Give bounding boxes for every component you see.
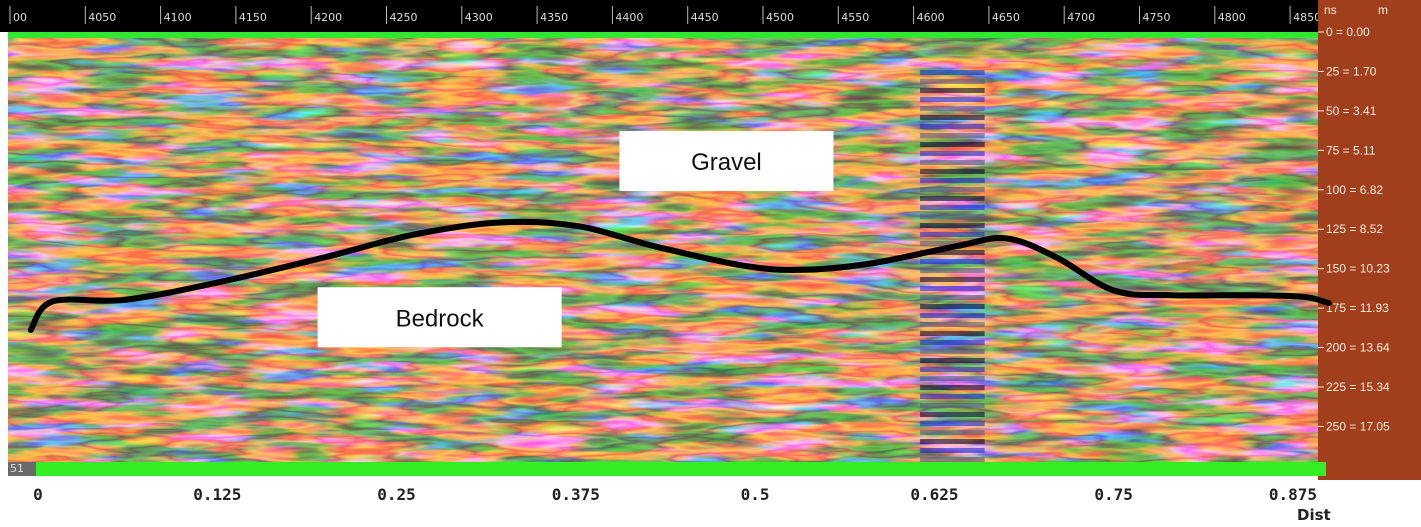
bottom-tick-label: 0.625 — [910, 485, 958, 504]
right-tick-label: 150 = 10.23 — [1326, 262, 1390, 276]
right-tick-label: 125 = 8.52 — [1326, 222, 1383, 236]
top-tick-label: 4600 — [917, 11, 945, 24]
bottom-marker-band — [36, 462, 1326, 476]
bottom-tick-label: 0.5 — [741, 485, 770, 504]
right-axis-panel — [1318, 0, 1421, 480]
top-tick-label: 4250 — [390, 11, 418, 24]
bottom-tick-label: 0.75 — [1094, 485, 1133, 504]
top-tick-label: 4100 — [164, 11, 192, 24]
surface-green-band — [8, 32, 1318, 38]
right-tick-label: 175 = 11.93 — [1326, 301, 1389, 315]
right-axis-ticks: 0 = 0.00 25 = 1.70 50 = 3.41 75 = 5.11 100 =… — [1318, 25, 1390, 433]
bottom-tick-label: 0.25 — [377, 485, 416, 504]
top-axis-ticks: 00 4050 4100 4150 4200 4250 4300 4350 4400 4450 45… — [9, 6, 1321, 24]
right-tick-label: 100 = 6.82 — [1326, 183, 1383, 197]
top-tick-label: 4450 — [691, 11, 719, 24]
right-axis-unit-m: m — [1378, 3, 1388, 17]
top-tick-label: 4050 — [88, 11, 116, 24]
right-tick-label: 200 = 13.64 — [1326, 341, 1390, 355]
bedrock-interface-line — [27, 218, 1332, 333]
annotation-box — [317, 287, 562, 348]
top-tick-label: 4700 — [1067, 11, 1095, 24]
right-tick-label: 0 = 0.00 — [1326, 25, 1370, 39]
top-tick-label: 4400 — [615, 11, 643, 24]
right-tick-label: 50 = 3.41 — [1326, 104, 1377, 118]
svg-text:51: 51 — [10, 462, 24, 475]
top-tick-label: 4800 — [1218, 11, 1246, 24]
right-tick-label: 225 = 15.34 — [1326, 380, 1390, 394]
annotations: Gravel Bedrock — [317, 131, 834, 348]
top-tick-label: 4200 — [314, 11, 342, 24]
top-tick-label: 4500 — [766, 11, 794, 24]
top-tick-label: 4150 — [239, 11, 267, 24]
right-tick-label: 25 = 1.70 — [1326, 64, 1377, 78]
bottom-tick-label: 0.375 — [552, 485, 600, 504]
bottom-axis-ticks: 0 0.125 0.25 0.375 0.5 0.625 0.75 0.875 — [33, 485, 1317, 504]
annotation-box — [619, 131, 834, 192]
top-tick-label: 4350 — [540, 11, 568, 24]
bottom-tick-label: 0.125 — [193, 485, 241, 504]
top-tick-label: 4300 — [465, 11, 493, 24]
bottom-tick-label: 0.875 — [1269, 485, 1317, 504]
top-tick-label: 4850 — [1293, 11, 1321, 24]
annotation-label: Gravel — [691, 149, 762, 176]
annotation-label: Bedrock — [396, 305, 485, 332]
top-tick-label: 4650 — [992, 11, 1020, 24]
top-axis-bar — [0, 0, 1325, 32]
bottom-axis-label: Dist — [1297, 506, 1331, 524]
right-tick-label: 75 = 5.11 — [1326, 143, 1376, 157]
right-tick-label: 250 = 17.05 — [1326, 419, 1390, 433]
top-tick-label: 00 — [13, 11, 27, 24]
top-tick-label: 4750 — [1143, 11, 1171, 24]
right-axis-unit-ns: ns — [1324, 3, 1337, 17]
bottom-tick-label: 0 — [33, 485, 43, 504]
top-tick-label: 4550 — [841, 11, 869, 24]
